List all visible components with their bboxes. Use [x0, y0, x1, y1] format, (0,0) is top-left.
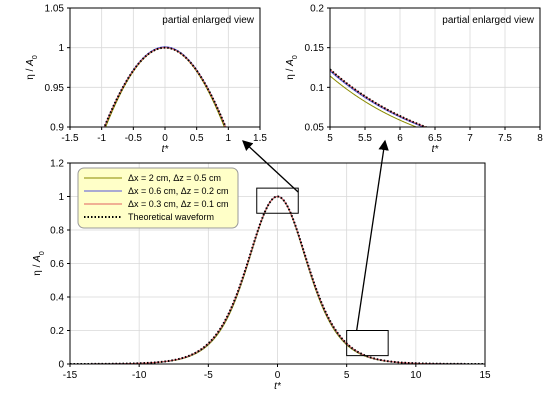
x-tick-label: 8	[537, 133, 543, 144]
y-tick-label: 0.9	[50, 123, 64, 134]
x-tick-label: 1.5	[253, 133, 267, 144]
legend-label-2: Δx = 0.6 cm, Δz = 0.2 cm	[128, 186, 229, 196]
y-tick-label: 1	[58, 192, 64, 203]
panel-annotation: partial enlarged view	[162, 15, 254, 26]
y-tick-label: 0.2	[310, 4, 324, 15]
y-tick-label: 0.8	[50, 226, 64, 237]
y-tick-label: 0.95	[45, 83, 65, 94]
x-tick-label: -1	[97, 133, 106, 144]
zoom-boxes	[242, 139, 389, 357]
panel-annotation: partial enlarged view	[442, 15, 534, 26]
x-tick-label: 1	[226, 133, 232, 144]
y-tick-label: 0.6	[50, 259, 64, 270]
x-tick-label: 15	[479, 370, 491, 381]
x-tick-label: 7	[467, 133, 473, 144]
x-tick-label: 0.5	[190, 133, 204, 144]
x-tick-label: 5	[327, 133, 333, 144]
x-tick-label: 0	[162, 133, 168, 144]
y-tick-label: 1.2	[50, 159, 64, 170]
zoom-arrow-2	[356, 139, 389, 331]
x-tick-labels: -1.5 -1 -0.5 0 0.5 1 1.5	[61, 127, 267, 144]
series-line-4	[70, 195, 485, 364]
y-axis-label: η / A0	[25, 55, 39, 80]
zoom-arrow-1	[242, 140, 299, 193]
x-tick-label: 6.5	[428, 133, 442, 144]
series-line-1	[330, 75, 418, 127]
series-line-4	[103, 46, 227, 127]
legend-label-3: Δx = 0.3 cm, Δz = 0.1 cm	[128, 199, 229, 209]
legend-label-1: Δx = 2 cm, Δz = 0.5 cm	[128, 173, 221, 183]
series-line-3	[330, 69, 428, 127]
y-tick-label: 0.15	[305, 43, 325, 54]
y-axis-label: η / A0	[285, 55, 299, 80]
y-tick-label: 0.2	[50, 326, 64, 337]
y-tick-label: 0	[58, 360, 64, 371]
x-tick-label: -1.5	[61, 133, 79, 144]
y-tick-labels: 0.9 0.95 1 1.05	[45, 4, 70, 134]
x-tick-label: -10	[132, 370, 147, 381]
series-curves	[330, 68, 429, 127]
x-tick-label: 5	[344, 370, 350, 381]
y-axis-label: η / A0	[32, 251, 46, 276]
x-tick-labels: 5 5.5 6 6.5 7 7.5 8	[327, 127, 543, 144]
y-tick-labels: 0.05 0.1 0.15 0.2	[305, 4, 330, 134]
legend: Δx = 2 cm, Δz = 0.5 cm Δx = 0.6 cm, Δz = …	[77, 167, 239, 229]
zoom-box-1	[256, 187, 299, 214]
y-tick-labels: 0 0.2 0.4 0.6 0.8 1 1.2	[50, 159, 70, 371]
zoom-box-2	[346, 330, 389, 357]
x-tick-label: -5	[204, 370, 213, 381]
inset-left-panel: -1.5 -1 -0.5 0 0.5 1 1.5 0.9 0.95 1 1.05 t* η / A…	[25, 4, 267, 156]
y-tick-label: 0.1	[310, 83, 324, 94]
x-axis-label: t*	[274, 381, 282, 392]
series-line-2	[330, 70, 425, 127]
x-tick-label: 0	[275, 370, 281, 381]
grid-lines	[70, 8, 260, 127]
y-tick-label: 1	[58, 43, 64, 54]
x-tick-label: -15	[63, 370, 78, 381]
x-tick-label: 5.5	[358, 133, 372, 144]
legend-box	[77, 167, 239, 229]
y-tick-label: 0.4	[50, 293, 64, 304]
series-curves	[103, 46, 227, 127]
main-panel: -15 -10 -5 0 5 10 15 0 0.2 0.4 0.6 0.8 1 1.2 t* η / …	[32, 139, 491, 392]
legend-label-4: Theoretical waveform	[128, 212, 214, 222]
x-axis-label: t*	[432, 144, 440, 155]
x-tick-label: 6	[397, 133, 403, 144]
inset-right-panel: 5 5.5 6 6.5 7 7.5 8 0.05 0.1 0.15 0.2 t* η / A0 p…	[285, 4, 543, 156]
x-tick-labels: -15 -10 -5 0 5 10 15	[63, 364, 491, 381]
y-tick-label: 1.05	[45, 4, 65, 15]
y-tick-label: 0.05	[305, 123, 325, 134]
grid-lines	[330, 8, 540, 127]
x-tick-label: -0.5	[125, 133, 143, 144]
x-axis-label: t*	[162, 144, 170, 155]
x-tick-label: 7.5	[498, 133, 512, 144]
x-tick-label: 10	[410, 370, 422, 381]
series-curves	[70, 195, 485, 364]
